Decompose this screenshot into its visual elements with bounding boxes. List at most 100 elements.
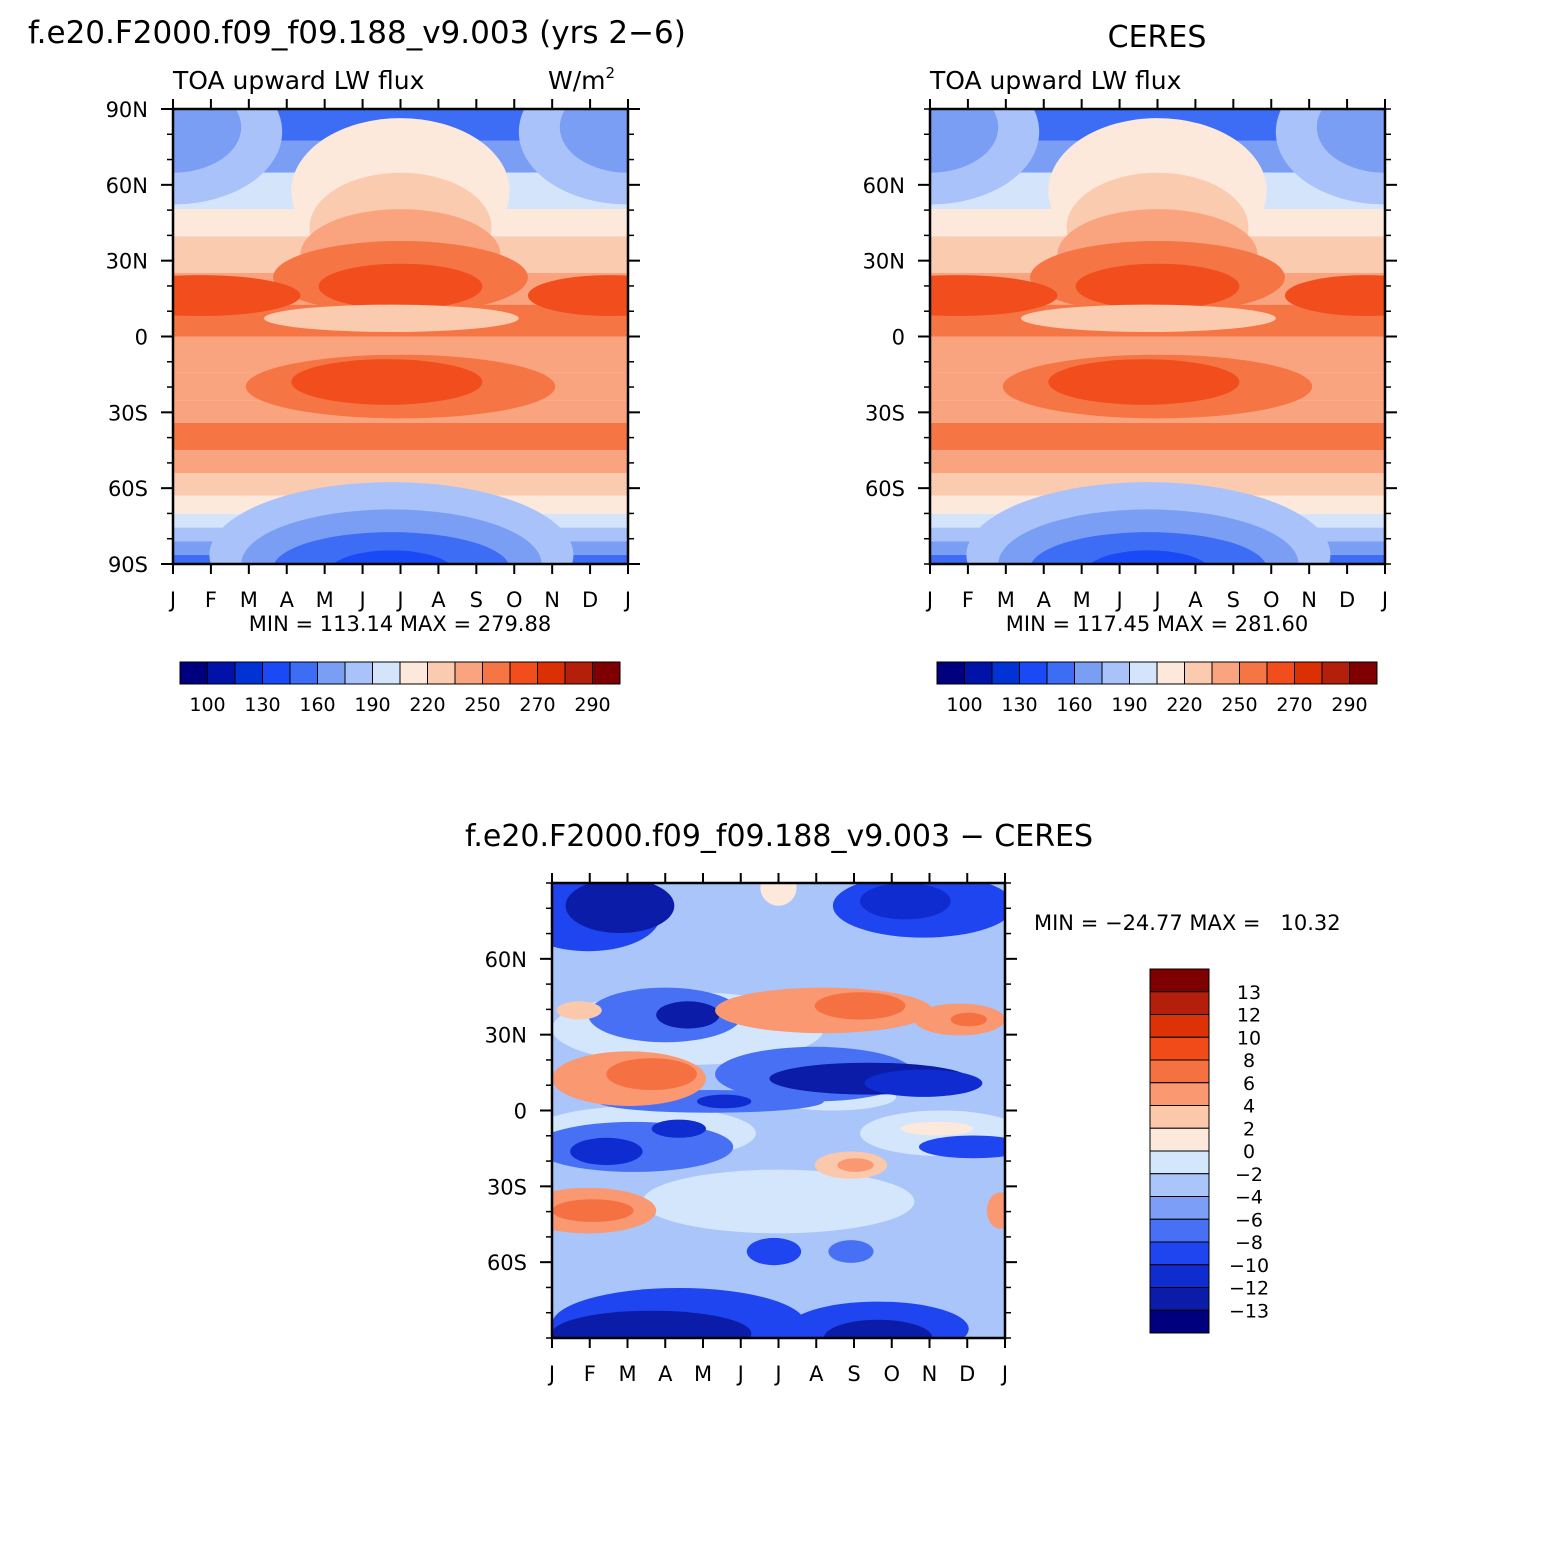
diff-blob: [900, 1121, 974, 1136]
obs-colorbar-box: [1239, 661, 1268, 685]
obs-y-tick-label: 60S: [865, 477, 905, 501]
diff-blob: [950, 1012, 987, 1027]
diff-x-tick-label: J: [1000, 1362, 1008, 1386]
model-colorbar-label: 270: [519, 694, 555, 716]
obs-nh-max: [1075, 263, 1240, 310]
model-subtrop: [527, 275, 628, 317]
obs-x-tick-label: J: [925, 588, 933, 612]
obs-colorbar-label: 270: [1276, 694, 1312, 716]
obs-x-tick-label: A: [1037, 588, 1052, 612]
diff-blob: [656, 1001, 720, 1029]
obs-subtrop: [930, 275, 1058, 317]
diff-blob: [552, 1199, 634, 1222]
model-stats: MIN = 113.14 MAX = 279.88: [249, 612, 551, 636]
diff-colorbar-box: [1149, 1287, 1210, 1311]
model-colorbar-box: [537, 661, 566, 685]
obs-x-tick-label: J: [1380, 588, 1388, 612]
panel-obs: CERES TOA upward LW flux J F M A M J J A S O N D J60…: [863, 20, 1397, 716]
diff-colorbar-label: 0: [1243, 1141, 1255, 1163]
diff-x-tick-label: N: [922, 1362, 938, 1386]
obs-colorbar-box: [1266, 661, 1295, 685]
diff-colorbar-box: [1149, 1105, 1210, 1129]
model-colorbar-box: [372, 661, 401, 685]
model-x-tick-label: J: [395, 588, 403, 612]
obs-colorbar-label: 190: [1111, 694, 1147, 716]
diff-x-tick-label: D: [959, 1362, 975, 1386]
diff-x-tick-label: F: [584, 1362, 596, 1386]
diff-colorbar-label: −8: [1235, 1232, 1263, 1254]
obs-subtrop: [1284, 275, 1385, 317]
model-eq-min: [264, 304, 519, 332]
diff-blob: [864, 1069, 983, 1097]
diff-y-tick-label: 60S: [487, 1251, 527, 1275]
diff-colorbar-label: 8: [1243, 1050, 1255, 1072]
diff-x-tick-label: O: [883, 1362, 900, 1386]
diff-blob: [814, 992, 906, 1020]
model-colorbar-box: [289, 661, 318, 685]
diff-colorbar-label: −10: [1229, 1255, 1269, 1277]
diff-colorbar-label: −4: [1235, 1187, 1263, 1209]
model-nh-cold: [173, 109, 242, 173]
diff-colorbar-label: 10: [1237, 1027, 1261, 1049]
diff-blob: [760, 883, 797, 906]
obs-band: [930, 450, 1385, 473]
diff-blob: [837, 1158, 874, 1172]
model-sh-trop: [291, 359, 483, 405]
diff-colorbar-label: −13: [1229, 1300, 1269, 1322]
model-colorbar-box: [564, 661, 593, 685]
obs-colorbar-label: 100: [946, 694, 982, 716]
diff-colorbar-box: [1149, 1309, 1210, 1334]
diff-y-tick-label: 30S: [487, 1175, 527, 1199]
diff-colorbar-box: [1149, 991, 1210, 1015]
obs-colorbar-box: [1156, 661, 1185, 685]
model-colorbar: 100 130 160 190 220 250 270 290: [179, 661, 621, 716]
obs-colorbar-box: [1211, 661, 1240, 685]
diff-title: f.e20.F2000.f09_f09.188_v9.003 − CERES: [465, 819, 1093, 854]
diff-blob: [552, 1310, 752, 1338]
diff-blob: [651, 1119, 707, 1138]
obs-sh-trop: [1048, 359, 1240, 405]
obs-x-tick-label: S: [1227, 588, 1240, 612]
panel-diff: f.e20.F2000.f09_f09.188_v9.003 − CERES J…: [465, 819, 1341, 1386]
model-x-tick-label: D: [582, 588, 598, 612]
diff-x-tick-label: J: [547, 1362, 555, 1386]
model-x-tick-label: A: [431, 588, 446, 612]
diff-blob: [918, 1135, 1005, 1159]
model-colorbar-label: 250: [464, 694, 500, 716]
obs-colorbar-box: [1321, 661, 1350, 685]
diff-x-tick-label: M: [694, 1362, 712, 1386]
model-colorbar-box: [344, 661, 373, 685]
diff-field: [552, 883, 1005, 1338]
diff-blob: [642, 1169, 915, 1234]
obs-colorbar-box: [964, 661, 993, 685]
model-units-base: W/m: [548, 66, 606, 95]
obs-colorbar-box: [1019, 661, 1048, 685]
obs-colorbar-label: 130: [1001, 694, 1037, 716]
model-colorbar-box: [399, 661, 428, 685]
obs-sh-cold: [1031, 532, 1266, 564]
obs-x-tick-label: F: [962, 588, 974, 612]
obs-eq-min: [1021, 304, 1276, 332]
obs-colorbar-box: [1294, 661, 1323, 685]
model-x-tick-label: J: [623, 588, 631, 612]
model-colorbar-box: [262, 661, 291, 685]
obs-colorbar-box: [936, 661, 965, 685]
diff-blob: [986, 1192, 1005, 1229]
model-x-tick-label: O: [506, 588, 523, 612]
diff-colorbar-label: 4: [1243, 1096, 1255, 1118]
obs-colorbar-label: 160: [1056, 694, 1092, 716]
diff-y-tick-label: 30N: [485, 1024, 527, 1048]
obs-y-tick-label: 30N: [863, 250, 905, 274]
diff-colorbar-box: [1149, 1196, 1210, 1220]
model-x-tick-label: M: [316, 588, 334, 612]
model-x-tick-label: S: [470, 588, 483, 612]
diff-stats: MIN = −24.77 MAX = 10.32: [1034, 911, 1341, 935]
model-colorbar-box: [234, 661, 263, 685]
model-x-tick-label: N: [544, 588, 560, 612]
obs-x-tick-label: J: [1114, 588, 1122, 612]
obs-colorbar-box: [1129, 661, 1158, 685]
diff-blob: [696, 1094, 752, 1109]
model-colorbar-label: 160: [299, 694, 335, 716]
